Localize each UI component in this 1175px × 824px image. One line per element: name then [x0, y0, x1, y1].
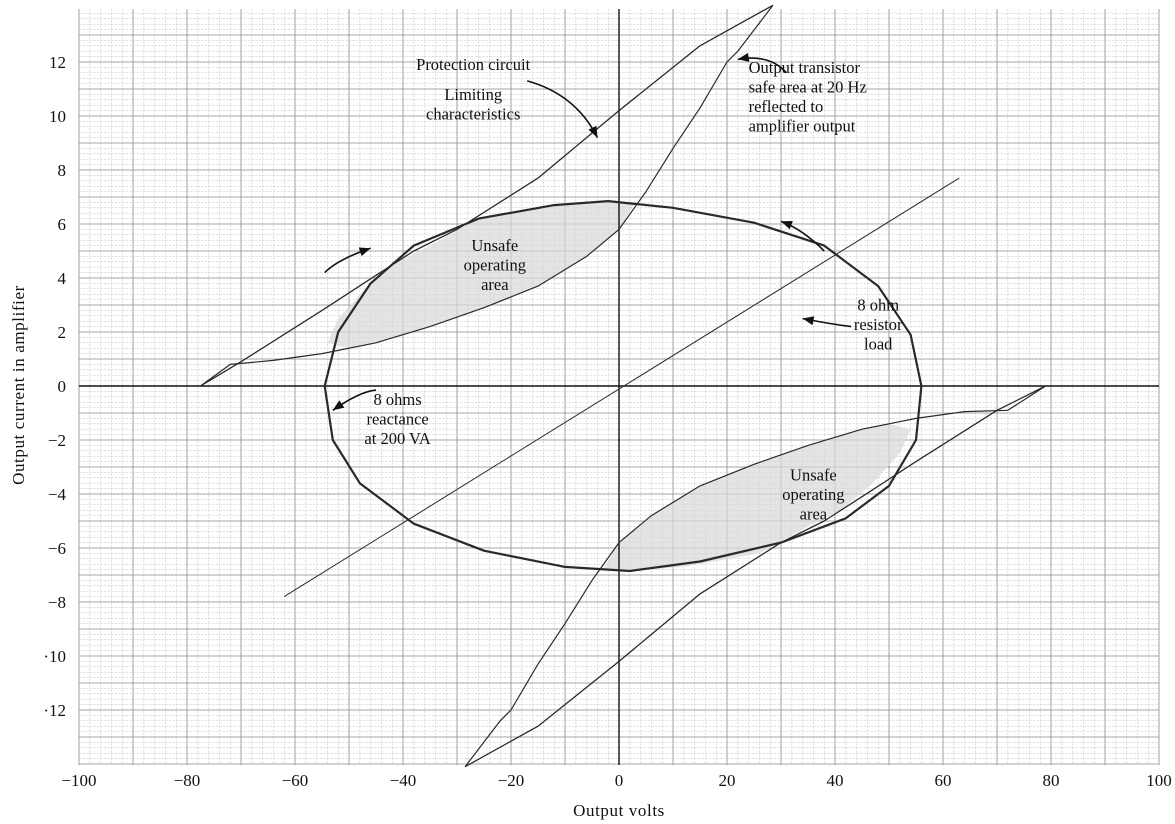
tick-labels: −100 −80 −60 −40 −20 0 20 40 60 80 100121086420−2−…	[43, 53, 1171, 790]
annotation-line: at 200 VA	[364, 429, 430, 448]
annotation-line: reactance	[366, 409, 428, 428]
x-tick-label: 100	[1146, 771, 1172, 790]
x-tick-label: −40	[390, 771, 417, 790]
y-tick-label: 10	[49, 107, 66, 126]
annotation-line: Protection circuit	[416, 55, 531, 74]
y-tick-label: 2	[58, 323, 67, 342]
annotation-label: 8 ohms reactance at 200 VA	[364, 390, 430, 448]
annotation-line: amplifier output	[749, 116, 856, 135]
shaded-regions	[327, 201, 911, 571]
x-axis-title: Output volts	[573, 801, 665, 820]
y-axis-title: Output current in amplifier	[9, 285, 28, 485]
arrowhead	[332, 400, 345, 411]
x-tick-label: 20	[719, 771, 736, 790]
y-tick-label: −2	[48, 431, 66, 450]
arrowhead	[802, 316, 815, 326]
x-tick-label: −60	[282, 771, 309, 790]
safe-area-curve-lower	[464, 385, 1046, 768]
x-tick-label: 80	[1043, 771, 1060, 790]
annotation-label: Unsafe operating area	[782, 466, 844, 524]
reactance-load-ellipse	[323, 200, 923, 573]
unsafe-region	[602, 423, 911, 571]
y-tick-label: −6	[48, 539, 66, 558]
annotation-line: Limiting	[444, 85, 502, 104]
unsafe-region	[327, 201, 636, 349]
protection-limit-line-lower	[464, 385, 1046, 768]
x-tick-label: 0	[615, 771, 624, 790]
resistor-load-line	[283, 177, 960, 598]
annotation-line: characteristics	[426, 104, 520, 123]
y-tick-label: −8	[48, 593, 66, 612]
annotation-line: operating	[782, 485, 844, 504]
y-tick-label: 4	[58, 269, 67, 288]
annotation-label: Protection circuit	[416, 55, 531, 74]
y-tick-label: 12	[49, 53, 66, 72]
annotations: Protection circuit Limiting characteristic…	[364, 55, 903, 523]
x-tick-label: −80	[174, 771, 201, 790]
annotation-label: Unsafe operating area	[464, 236, 526, 294]
series-lines	[200, 4, 1046, 768]
safe-area-curve-upper	[200, 4, 774, 387]
y-tick-label: ·12	[43, 701, 66, 720]
arrowhead	[781, 220, 793, 230]
arrowhead	[358, 247, 371, 257]
annotation-line: 8 ohms	[374, 390, 422, 409]
x-tick-label: −100	[61, 771, 96, 790]
annotation-line: 8 ohm	[857, 295, 899, 314]
annotation-line: reflected to	[749, 97, 824, 116]
annotation-line: operating	[464, 256, 526, 275]
annotation-line: Output transistor	[749, 58, 861, 77]
axes	[79, 9, 1159, 765]
annotation-arrows	[324, 53, 852, 411]
arrowhead	[737, 53, 750, 62]
x-tick-label: 60	[935, 771, 952, 790]
annotation-line: Unsafe	[790, 466, 837, 485]
x-tick-label: −20	[498, 771, 525, 790]
annotation-label: 8 ohm resistor load	[854, 295, 903, 353]
annotation-line: safe area at 20 Hz	[749, 77, 867, 96]
annotation-line: resistor	[854, 315, 903, 334]
y-tick-label: 6	[58, 215, 67, 234]
annotation-label: Output transistor safe area at 20 Hz refle…	[749, 58, 867, 136]
annotation-line: load	[864, 334, 893, 353]
annotation-line: area	[800, 505, 828, 524]
y-tick-label: 8	[58, 161, 67, 180]
x-tick-label: 40	[827, 771, 844, 790]
annotation-line: area	[481, 275, 509, 294]
annotation-line: Unsafe	[471, 236, 518, 255]
annotation-label: Limiting characteristics	[426, 85, 520, 124]
arrowhead	[588, 125, 598, 138]
y-tick-label: ·10	[43, 647, 66, 666]
annotation-arrow	[526, 80, 599, 138]
y-tick-label: −4	[48, 485, 67, 504]
protection-limit-line-upper	[200, 4, 774, 387]
y-tick-label: 0	[58, 377, 67, 396]
